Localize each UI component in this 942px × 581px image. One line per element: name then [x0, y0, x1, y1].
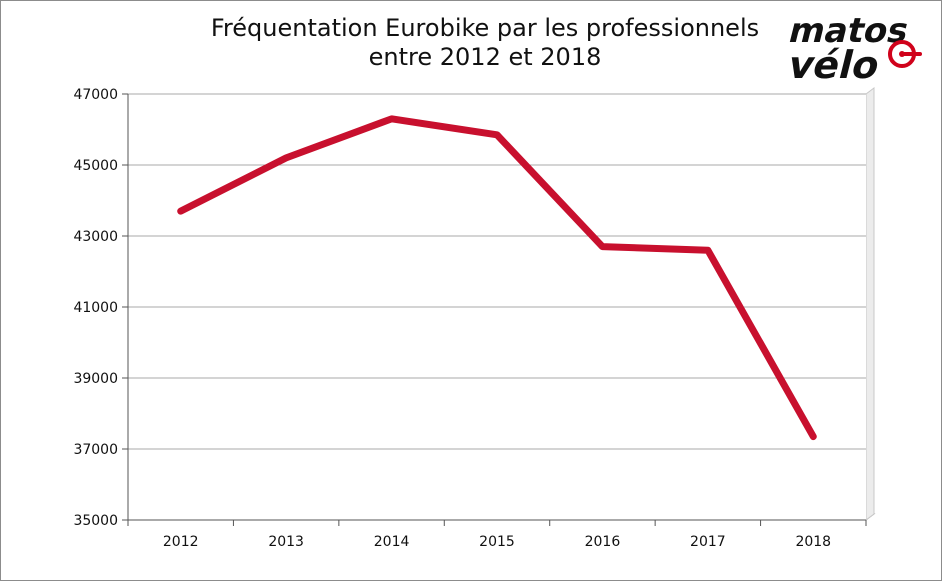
- chart-title: Fréquentation Eurobike par les professio…: [210, 14, 760, 42]
- plot-side-wall: [865, 87, 875, 521]
- y-tick-label: 35000: [73, 513, 118, 529]
- logo-text-bottom: vélo: [784, 44, 885, 86]
- x-tick-label: 2014: [374, 534, 410, 550]
- x-tick-label: 2018: [795, 534, 831, 550]
- x-tick-label: 2016: [585, 534, 621, 550]
- data-point: [599, 243, 606, 250]
- data-point: [494, 131, 500, 138]
- y-tick-label: 45000: [73, 158, 118, 174]
- x-tick-label: 2015: [479, 534, 515, 550]
- y-tick-label: 37000: [73, 442, 118, 458]
- x-tick-label: 2012: [163, 534, 199, 550]
- chart-title-block: Fréquentation Eurobike par les professio…: [120, 14, 850, 72]
- data-point: [177, 208, 184, 215]
- logo-text-top: matos: [785, 11, 913, 50]
- x-tick-label: 2013: [268, 534, 304, 550]
- data-point: [283, 154, 290, 161]
- matos-velo-logo: matos vélo: [784, 11, 922, 86]
- y-tick-label: 41000: [73, 300, 118, 316]
- x-tick-label: 2017: [690, 534, 726, 550]
- y-tick-label: 47000: [73, 87, 118, 103]
- data-point: [704, 247, 711, 254]
- y-tick-label: 39000: [73, 371, 118, 387]
- data-point: [810, 433, 817, 440]
- y-tick-label: 43000: [73, 229, 118, 245]
- chart-subtitle: entre 2012 et 2018: [368, 43, 602, 71]
- data-point: [388, 115, 395, 122]
